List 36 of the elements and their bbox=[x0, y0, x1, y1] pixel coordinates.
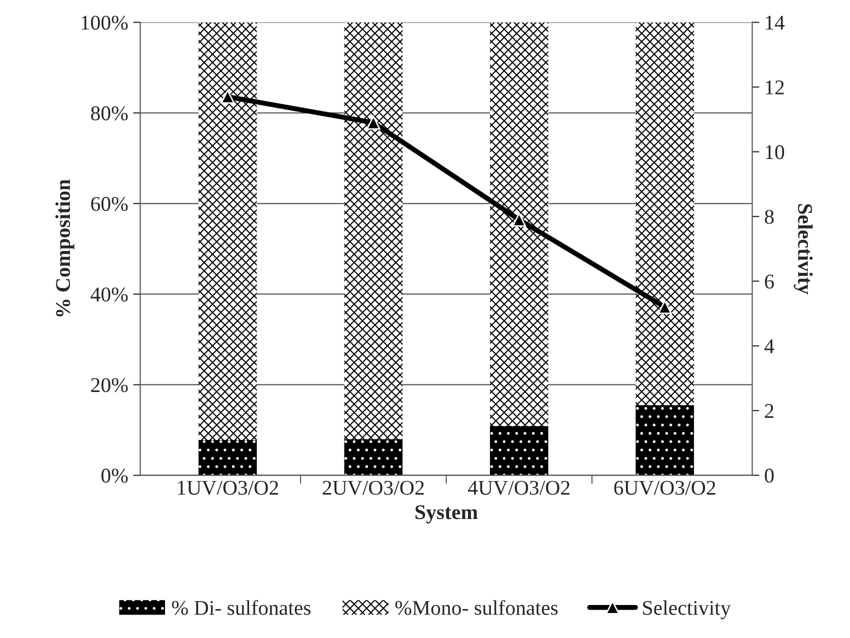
legend-label: % Di- sulfonates bbox=[172, 600, 311, 616]
legend-label: %Mono- sulfonates bbox=[395, 600, 558, 616]
bar bbox=[490, 426, 548, 476]
y-tick-label: 100% bbox=[82, 16, 128, 30]
y-tick-label: 60% bbox=[91, 196, 128, 212]
x-tick-label: 1UV/O3/O2 bbox=[178, 480, 278, 495]
y2-axis-title: Selectivity bbox=[794, 204, 813, 294]
bar bbox=[344, 22, 403, 440]
y-tick-label: 20% bbox=[91, 378, 128, 392]
y2-tick-label: 6 bbox=[764, 274, 774, 289]
bar bbox=[198, 440, 257, 476]
y-tick-label: 0% bbox=[101, 468, 128, 483]
bar bbox=[344, 439, 403, 476]
point bbox=[220, 90, 235, 104]
bar bbox=[636, 22, 694, 406]
legend-label: Selectivity bbox=[643, 600, 731, 620]
x-tick-label: 6UV/O3/O2 bbox=[614, 480, 716, 495]
y-axis-title: % Composition bbox=[55, 179, 74, 316]
x-tick-label: 4UV/O3/O2 bbox=[468, 480, 570, 495]
y2-tick-label: 10 bbox=[766, 145, 784, 160]
y2-tick-label: 12 bbox=[766, 80, 784, 94]
bar bbox=[198, 22, 257, 440]
y-tick-label: 40% bbox=[90, 287, 128, 302]
y2-tick-label: 8 bbox=[764, 210, 774, 224]
y2-tick-label: 14 bbox=[766, 16, 785, 30]
point bbox=[366, 116, 380, 130]
point bbox=[512, 212, 526, 227]
y2-tick-label: 4 bbox=[764, 339, 774, 354]
x-tick-label: 2UV/O3/O2 bbox=[322, 480, 424, 495]
y-tick-label: 80% bbox=[91, 106, 128, 120]
bar bbox=[490, 22, 548, 426]
y2-tick-label: 2 bbox=[764, 404, 774, 418]
point bbox=[658, 300, 672, 314]
bar bbox=[636, 405, 694, 476]
x-axis-title: System bbox=[416, 505, 478, 524]
y2-tick-label: 0 bbox=[764, 468, 774, 483]
